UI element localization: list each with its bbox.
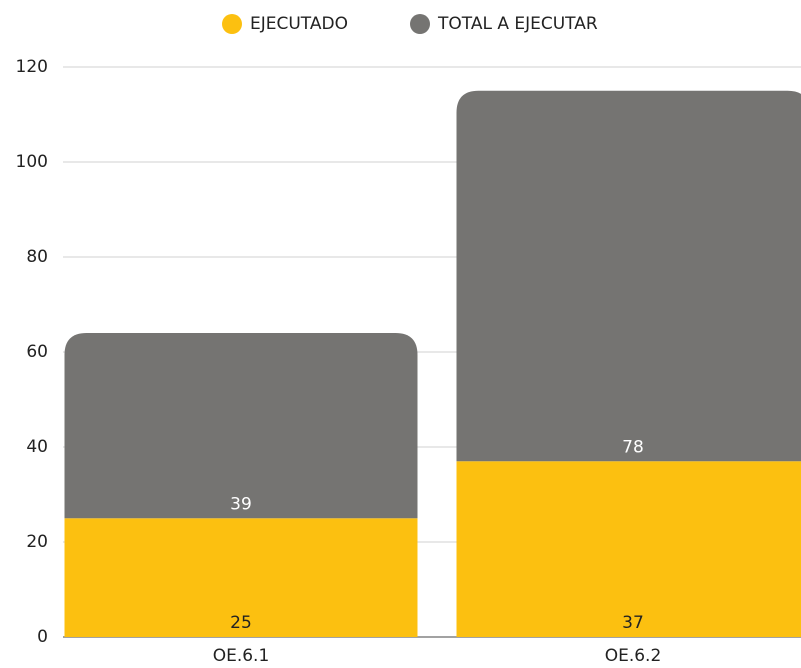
y-tick-label: 0 bbox=[37, 627, 48, 647]
y-tick-label: 120 bbox=[16, 57, 48, 77]
value-label: 78 bbox=[622, 437, 644, 457]
x-tick-label: OE.6.2 bbox=[605, 646, 662, 666]
y-tick-label: 40 bbox=[26, 437, 48, 457]
y-tick-label: 80 bbox=[26, 247, 48, 267]
x-tick-label: OE.6.1 bbox=[213, 646, 270, 666]
legend-label: EJECUTADO bbox=[250, 14, 348, 34]
legend-label: TOTAL A EJECUTAR bbox=[437, 14, 598, 34]
y-tick-label: 60 bbox=[26, 342, 48, 362]
bar-segment bbox=[456, 461, 801, 637]
legend-swatch bbox=[222, 14, 242, 34]
y-tick-label: 20 bbox=[26, 532, 48, 552]
bar-segment bbox=[456, 90, 801, 462]
value-label: 25 bbox=[230, 613, 252, 633]
bar-segment bbox=[64, 518, 418, 637]
value-label: 39 bbox=[230, 494, 252, 514]
bar-segment bbox=[64, 333, 418, 519]
y-tick-label: 100 bbox=[16, 152, 48, 172]
value-label: 37 bbox=[622, 613, 644, 633]
legend-swatch bbox=[410, 14, 430, 34]
